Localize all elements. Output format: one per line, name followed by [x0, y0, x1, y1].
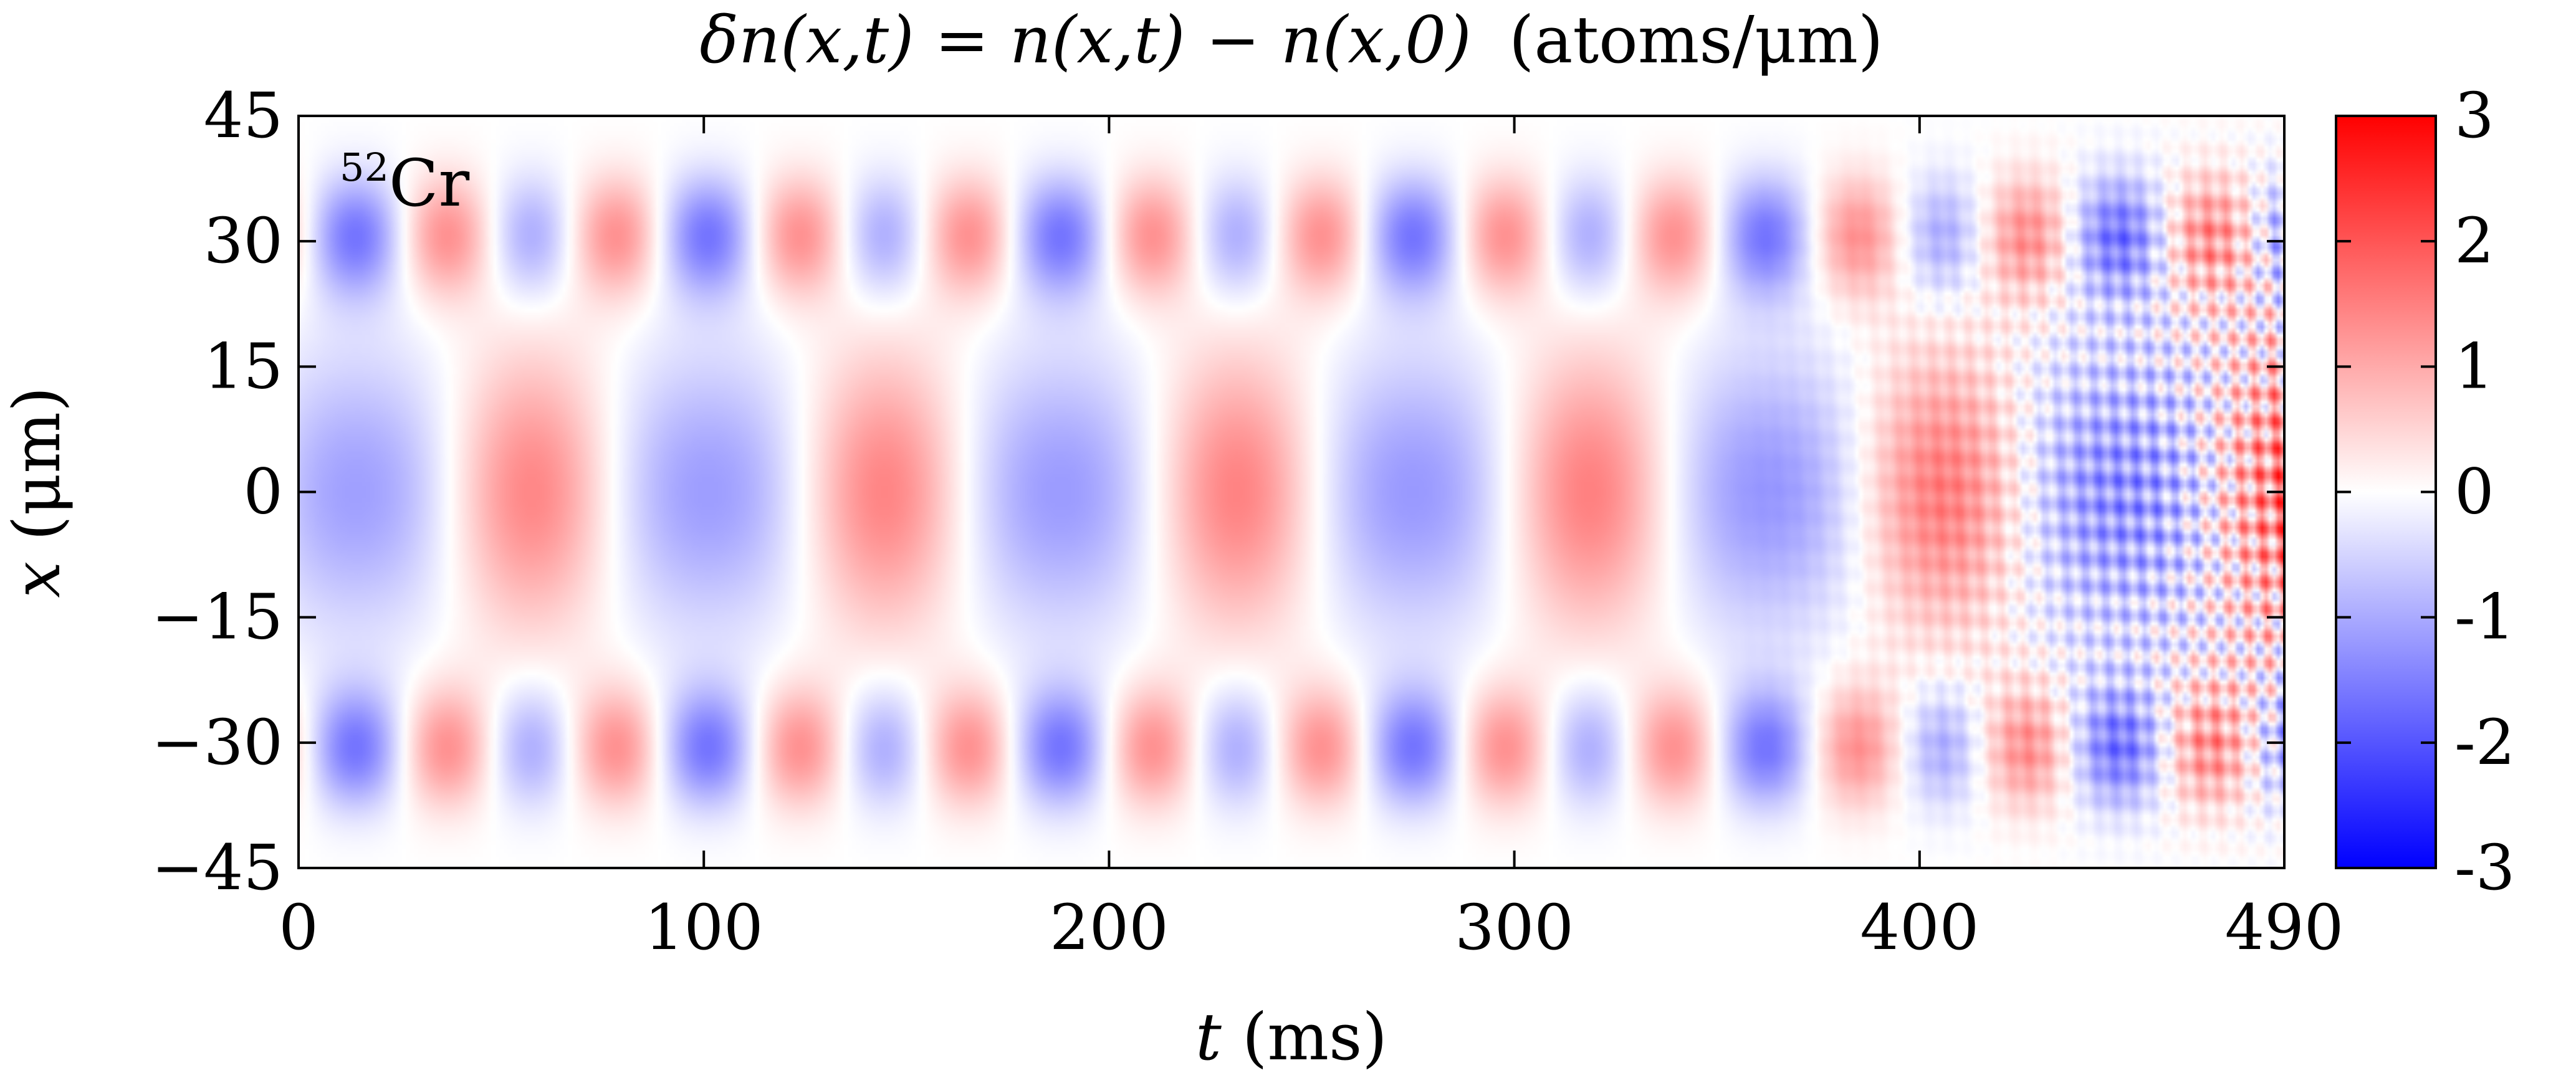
title-unit: (atoms/μm): [1509, 2, 1884, 78]
y-axis: 45 30 15 0 −15 −30 −45: [151, 79, 2284, 904]
title-eq: =: [914, 2, 1010, 78]
y-axis-unit: (μm): [0, 386, 75, 561]
x-tick-label: 200: [1050, 891, 1169, 964]
title-rhs: n(x,t) − n(x,0): [1010, 2, 1472, 78]
y-axis-var: x: [0, 561, 75, 598]
colorbar-tick-label: -2: [2454, 706, 2515, 779]
isotope-mass: 52: [340, 145, 389, 190]
colorbar-tick-label: -3: [2454, 831, 2515, 904]
y-tick-label: 0: [243, 455, 283, 528]
x-tick-label: 300: [1455, 891, 1574, 964]
y-tick-label: −45: [151, 831, 283, 904]
y-tick-label: 15: [204, 330, 283, 403]
colorbar-axis: 3 2 1 0 -1 -2 -3: [2336, 79, 2515, 904]
y-tick-label: 30: [204, 204, 283, 277]
isotope-annotation: 52Cr: [340, 145, 469, 221]
colorbar-tick-label: 1: [2454, 330, 2494, 403]
x-axis: 0 100 200 300 400 490: [279, 116, 2344, 964]
colorbar-tick-label: 2: [2454, 204, 2494, 277]
isotope-symbol: Cr: [389, 145, 470, 221]
y-axis-title: x (μm): [0, 386, 75, 598]
title-lhs: δn(x,t): [699, 2, 914, 78]
colorbar: [2336, 116, 2436, 868]
y-tick-label: 45: [204, 79, 283, 152]
heatmap-image: [299, 116, 2284, 868]
heatmap-area: [299, 116, 2284, 868]
colorbar-tick-label: 3: [2454, 79, 2494, 152]
x-axis-var: t: [1195, 999, 1222, 1070]
x-axis-title: t (ms): [1195, 999, 1387, 1070]
colorbar-tick-label: -1: [2454, 581, 2515, 654]
colorbar-tick-label: 0: [2454, 455, 2494, 528]
x-tick-label: 0: [279, 891, 318, 964]
y-tick-label: −15: [151, 581, 283, 654]
chart-title: δn(x,t) = n(x,t) − n(x,0) (atoms/μm): [699, 2, 1883, 78]
y-tick-label: −30: [151, 706, 283, 779]
x-tick-label: 100: [644, 891, 764, 964]
x-tick-label: 400: [1860, 891, 1979, 964]
x-axis-unit: (ms): [1222, 999, 1387, 1070]
x-tick-label: 490: [2225, 891, 2344, 964]
